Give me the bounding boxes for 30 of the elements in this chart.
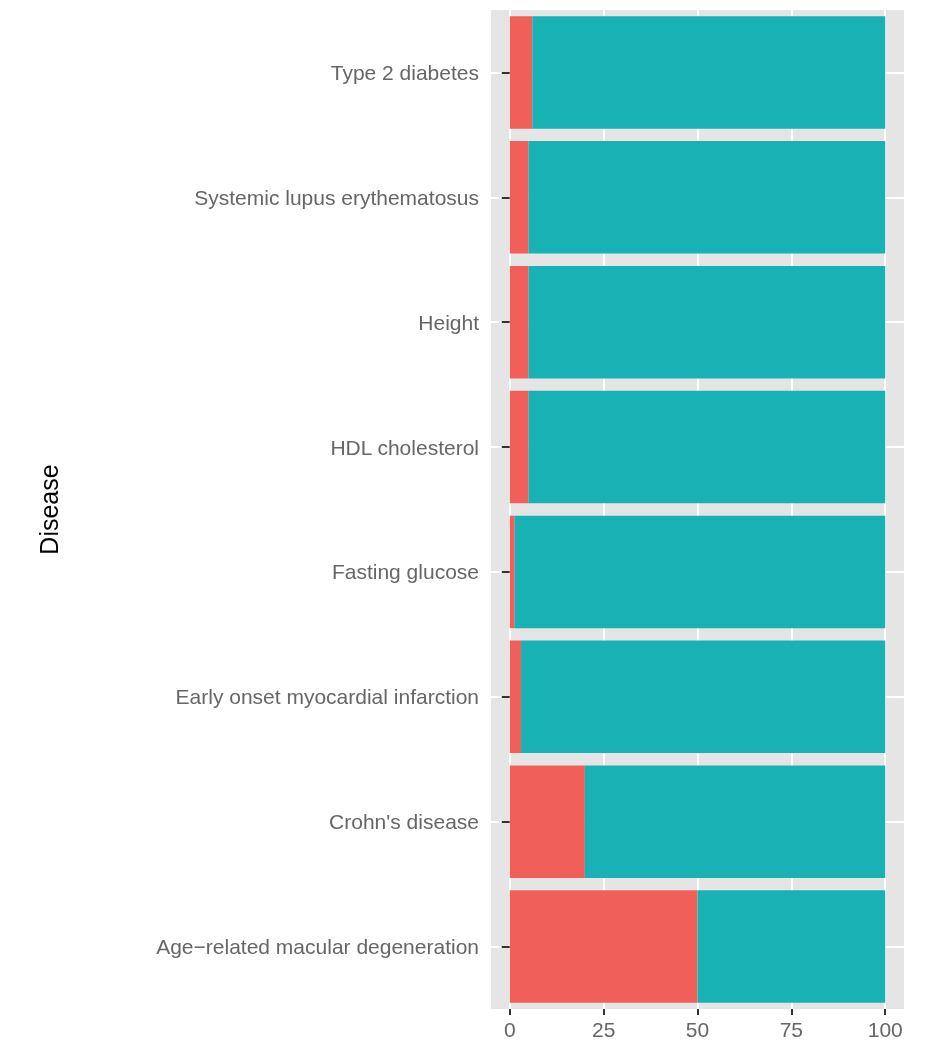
y-axis-title: Disease: [34, 464, 63, 555]
y-tick-label: Type 2 diabetes: [330, 60, 479, 84]
x-tick-label: 100: [867, 1018, 903, 1041]
bar: [521, 640, 886, 754]
x-tick-label: 25: [591, 1018, 616, 1041]
bar: [509, 640, 522, 754]
bar: [584, 765, 886, 878]
bar: [514, 515, 886, 629]
bar: [509, 16, 533, 129]
bar: [697, 890, 886, 1003]
y-tick-label: Early onset myocardial infarction: [175, 685, 479, 709]
bar: [509, 141, 529, 254]
x-tick-label: 75: [779, 1018, 804, 1041]
bar: [532, 16, 886, 129]
y-tick-label: HDL cholesterol: [330, 435, 479, 459]
y-tick-label: Age−related macular degeneration: [156, 935, 479, 959]
bar: [509, 765, 585, 878]
bar: [509, 890, 698, 1003]
bar: [509, 515, 515, 629]
bar: [509, 265, 529, 379]
bar: [528, 390, 886, 504]
bar: [509, 390, 529, 504]
y-tick-label: Height: [418, 310, 480, 334]
bar: [528, 265, 886, 379]
x-tick-label: 0: [503, 1018, 516, 1041]
x-tick-label: 50: [685, 1018, 710, 1041]
y-tick-label: Crohn's disease: [329, 810, 479, 834]
bar: [528, 141, 886, 254]
y-tick-label: Systemic lupus erythematosus: [194, 185, 479, 209]
y-tick-label: Fasting glucose: [331, 560, 479, 584]
